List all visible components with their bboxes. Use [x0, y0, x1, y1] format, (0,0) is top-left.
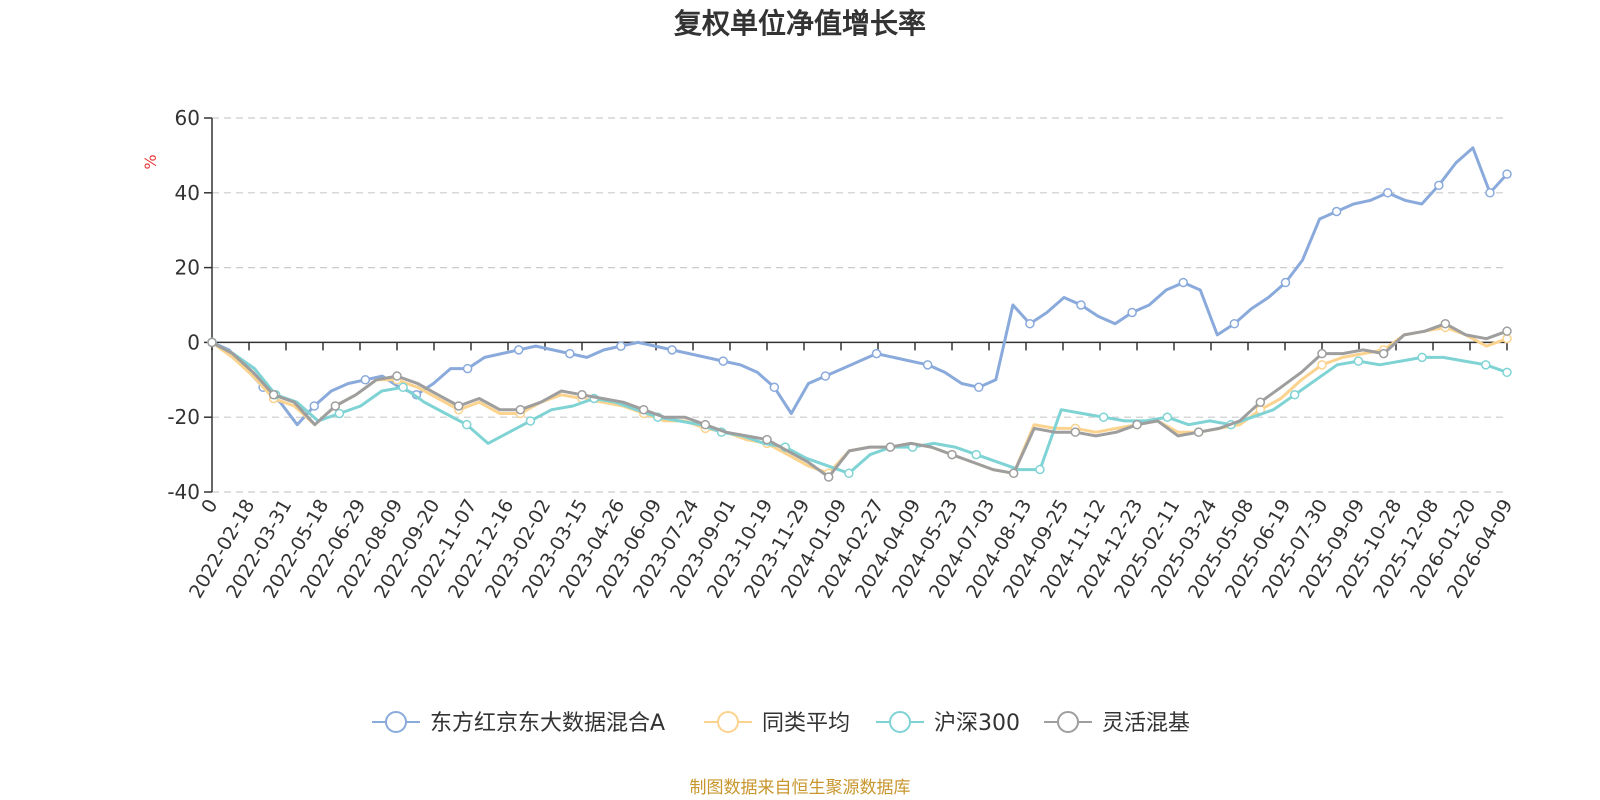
data-point [1127, 307, 1137, 318]
data-point [638, 404, 649, 415]
data-point [1070, 427, 1081, 437]
data-point [1331, 206, 1342, 217]
data-point [1353, 356, 1364, 366]
data-point [268, 390, 279, 400]
legend-item[interactable]: 同类平均 [704, 711, 850, 736]
data-point [1229, 318, 1240, 329]
series-line [211, 325, 1508, 475]
data-point [947, 449, 957, 460]
legend[interactable]: 东方红京东大数据混合A 同类平均 沪深300 灵活混基 [372, 711, 1190, 736]
data-point [616, 341, 626, 351]
series-lines [207, 146, 1512, 482]
data-point [1289, 390, 1300, 400]
series-0 [207, 146, 1512, 427]
data-point [885, 442, 896, 452]
data-point [1193, 427, 1204, 437]
data-point [1502, 326, 1512, 336]
data-point [1255, 397, 1266, 407]
data-point [525, 416, 536, 426]
y-tick-label: 0 [187, 330, 200, 354]
legend-item[interactable]: 灵活混基 [1044, 711, 1190, 736]
chart-title: 复权单位净值增长率 [674, 7, 926, 40]
data-point [974, 382, 984, 393]
data-point [207, 337, 217, 348]
legend-label: 灵活混基 [1102, 711, 1190, 736]
y-axis-unit: % [141, 154, 160, 169]
legend-marker [889, 711, 911, 733]
data-point [1178, 277, 1188, 288]
legend-label: 同类平均 [762, 711, 850, 736]
series-line [211, 146, 1509, 427]
series-line [211, 322, 1508, 479]
data-point [1025, 318, 1035, 329]
data-point [1382, 188, 1393, 198]
series-3 [207, 318, 1512, 482]
data-point [718, 356, 728, 366]
y-tick-label: -20 [167, 405, 200, 429]
y-axis-ticks: 60 40 20 0 -20 -40 [167, 106, 212, 504]
data-point [334, 408, 345, 419]
y-tick-label: 60 [175, 106, 200, 130]
data-point [398, 382, 408, 393]
data-point [1076, 300, 1086, 310]
data-point [1434, 180, 1444, 191]
data-point [330, 401, 341, 411]
data-point [871, 348, 882, 359]
data-point [1417, 352, 1427, 363]
series-1 [207, 322, 1512, 479]
legend-marker [385, 711, 407, 733]
data-point [513, 345, 524, 355]
y-tick-label: 40 [175, 181, 200, 205]
data-point [1502, 169, 1512, 179]
data-point [577, 390, 587, 400]
data-point [1317, 360, 1327, 370]
data-point [453, 401, 464, 411]
data-point [1132, 419, 1142, 430]
data-point [667, 345, 677, 355]
axes [211, 118, 1507, 492]
data-point [1378, 348, 1389, 359]
data-point [462, 419, 472, 430]
data-point [820, 371, 831, 381]
data-point [922, 360, 933, 370]
data-point [1440, 318, 1451, 329]
x-tick-label: 0 [197, 496, 222, 517]
legend-marker [717, 711, 739, 733]
legend-item[interactable]: 沪深300 [876, 711, 1020, 736]
legend-label: 沪深300 [934, 711, 1020, 736]
data-source-note: 制图数据来自恒生聚源数据库 [690, 778, 911, 798]
data-point [1280, 277, 1291, 288]
y-tick-label: 20 [175, 256, 200, 280]
legend-item[interactable]: 东方红京东大数据混合A [372, 711, 665, 736]
legend-marker [1057, 711, 1079, 733]
data-point [844, 468, 854, 479]
data-point [1162, 412, 1173, 422]
grid-lines [212, 117, 1507, 493]
data-point [971, 449, 982, 460]
data-point [1098, 412, 1109, 422]
data-point [1481, 360, 1491, 370]
data-point [309, 401, 319, 411]
data-point [762, 434, 772, 445]
data-point [462, 363, 473, 374]
data-point [1502, 367, 1512, 378]
data-point [392, 371, 402, 381]
data-point [769, 382, 780, 393]
y-tick-label: -40 [167, 480, 200, 504]
legend-label: 东方红京东大数据混合A [430, 711, 665, 736]
data-point [515, 404, 526, 415]
data-point [1008, 468, 1019, 479]
data-point [1035, 464, 1045, 475]
data-point [1317, 348, 1327, 359]
data-point [823, 472, 834, 482]
data-point [1485, 188, 1495, 198]
data-point [565, 348, 575, 359]
data-point [360, 375, 371, 385]
data-point [700, 419, 711, 430]
